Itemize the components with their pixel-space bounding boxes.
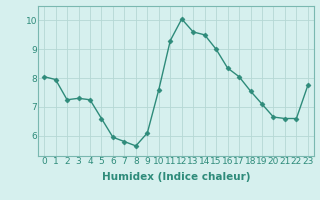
- X-axis label: Humidex (Indice chaleur): Humidex (Indice chaleur): [102, 172, 250, 182]
